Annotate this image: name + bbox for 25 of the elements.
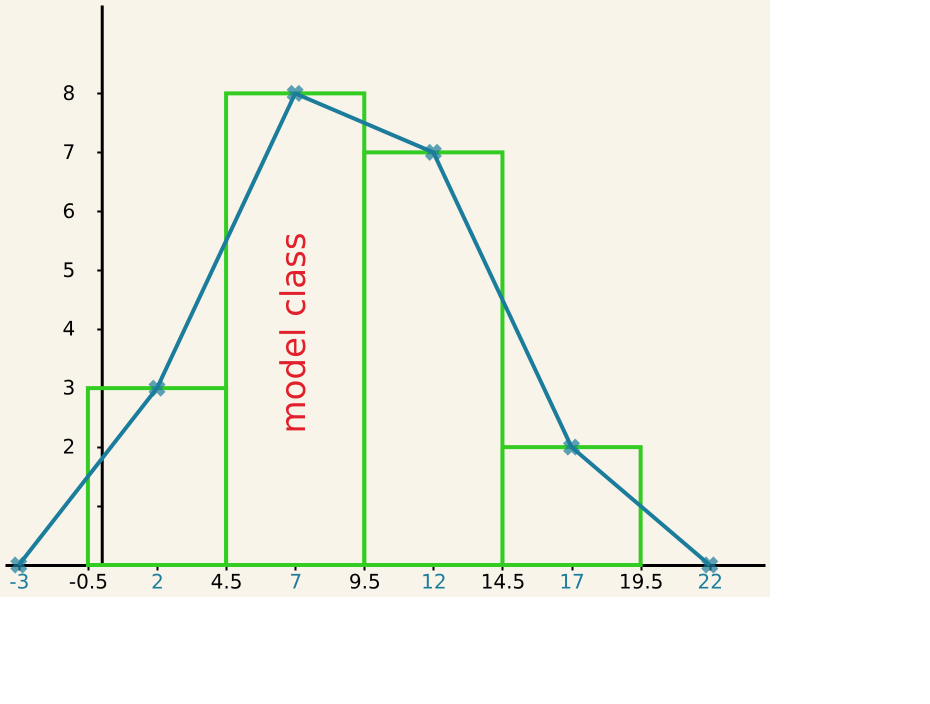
- y-tick-label: 4: [62, 316, 76, 341]
- x-tick-label: 9.5: [348, 570, 381, 594]
- y-tick-label: 3: [62, 376, 76, 400]
- x-tick-label: -0.5: [68, 570, 108, 594]
- point: [286, 84, 304, 102]
- x-tick-label: 17: [559, 570, 585, 594]
- point: [701, 556, 718, 574]
- x-tick-label: 12: [421, 570, 447, 594]
- x-tick-label: 2: [151, 570, 164, 594]
- annotation: model class: [274, 232, 314, 434]
- y-tick-label: 7: [62, 140, 76, 164]
- x-tick-label: 4.5: [210, 570, 242, 594]
- y-tick-label: 2: [62, 434, 76, 459]
- point: [562, 438, 580, 456]
- point: [10, 556, 28, 574]
- x-tick-label: 19.5: [618, 570, 664, 594]
- y-tick-label: 6: [62, 198, 76, 223]
- x-tick-label: 22: [698, 570, 723, 594]
- y-tick-label: 5: [62, 258, 76, 282]
- point: [424, 144, 442, 161]
- x-tick-label: 7: [289, 570, 302, 594]
- point: [148, 380, 166, 397]
- x-tick-label: 14.5: [480, 570, 526, 594]
- y-tick-label: 8: [62, 80, 76, 105]
- x-tick-label: -3: [9, 570, 30, 594]
